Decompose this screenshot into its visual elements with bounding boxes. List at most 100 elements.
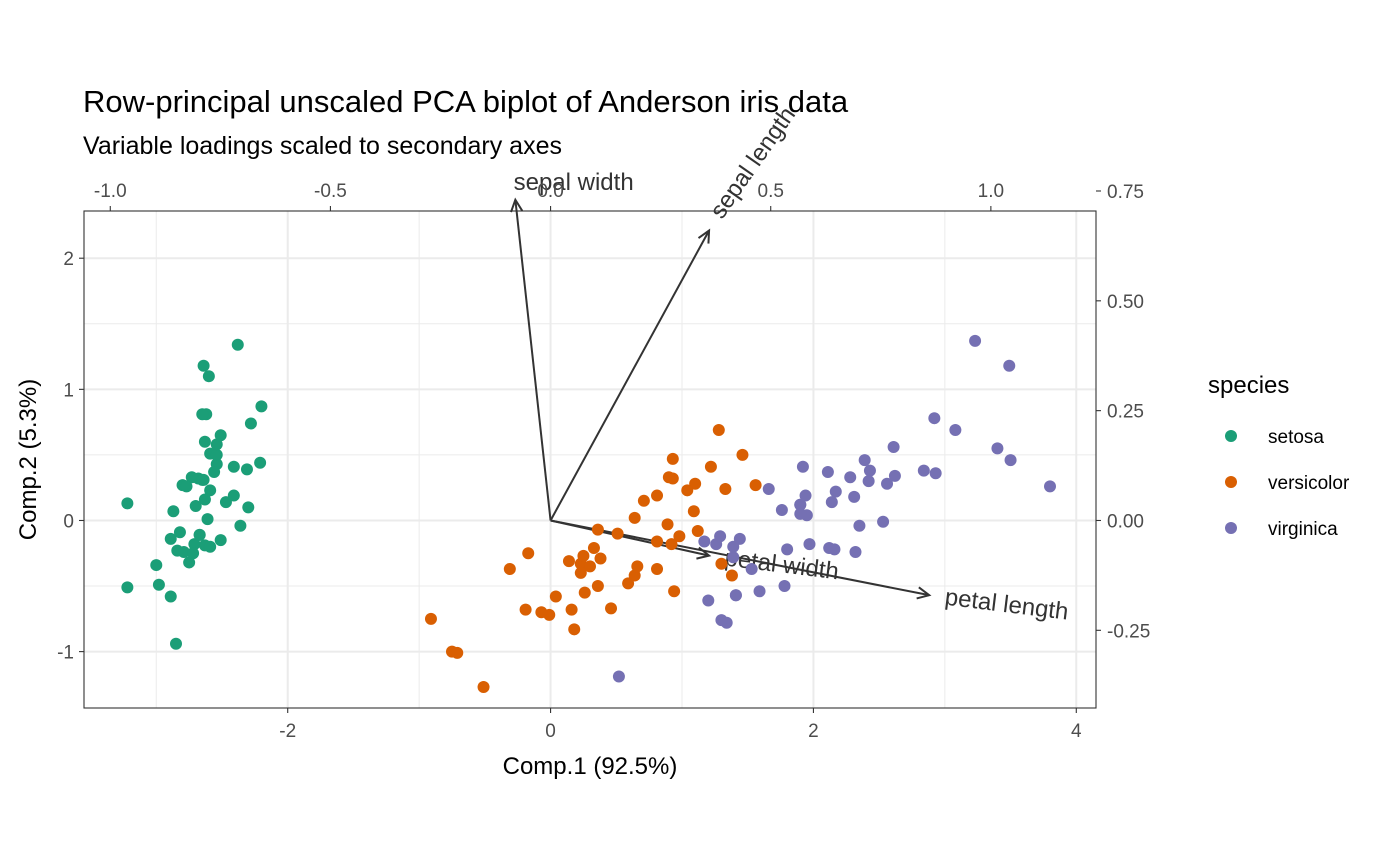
data-point	[666, 452, 679, 465]
data-point	[828, 543, 841, 556]
top-tick-label: 0.5	[758, 181, 784, 202]
data-point	[193, 528, 206, 541]
data-point	[803, 538, 816, 551]
data-point	[775, 503, 788, 516]
data-point	[255, 400, 268, 413]
data-point	[198, 493, 211, 506]
data-point	[121, 581, 134, 594]
legend-key-setosa	[1225, 430, 1237, 442]
data-point	[651, 535, 664, 548]
data-point	[242, 501, 255, 514]
data-point	[574, 566, 587, 579]
y-tick-label: -1	[57, 643, 74, 664]
data-point	[736, 448, 749, 461]
data-point	[204, 484, 217, 497]
data-point	[424, 612, 437, 625]
data-point	[150, 559, 163, 572]
data-point	[651, 562, 664, 575]
data-point	[887, 441, 900, 454]
data-point	[227, 460, 240, 473]
data-point	[204, 540, 217, 553]
data-point	[794, 507, 807, 520]
data-point	[187, 547, 200, 560]
legend-label-setosa: setosa	[1268, 427, 1324, 448]
data-point	[991, 442, 1004, 455]
data-point	[535, 606, 548, 619]
top-tick-label: 0.0	[537, 181, 563, 202]
data-point	[121, 497, 134, 510]
data-point	[673, 530, 686, 543]
data-point	[622, 577, 635, 590]
data-point	[858, 454, 871, 467]
legend-label-versicolor: versicolor	[1268, 473, 1350, 494]
data-point	[164, 532, 177, 545]
top-tick-label: -1.0	[94, 181, 127, 202]
data-point	[714, 530, 727, 543]
data-point	[762, 483, 775, 496]
data-point	[821, 465, 834, 478]
data-point	[594, 552, 607, 565]
loading-label: petal length	[943, 584, 1069, 626]
data-point	[628, 569, 641, 582]
data-point	[781, 543, 794, 556]
data-point	[631, 560, 644, 573]
data-point	[628, 511, 641, 524]
chart-title: Row-principal unscaled PCA biplot of And…	[83, 84, 849, 119]
loading-label: sepal width	[514, 169, 634, 196]
data-point	[197, 473, 210, 486]
data-point	[183, 556, 196, 569]
data-point	[749, 479, 762, 492]
data-point	[689, 477, 702, 490]
data-point	[799, 489, 812, 502]
data-point	[591, 523, 604, 536]
data-point	[451, 646, 464, 659]
data-point	[745, 562, 758, 575]
data-point	[210, 448, 223, 461]
data-point	[661, 518, 674, 531]
panel-border	[83, 210, 1097, 709]
right-tick-label: 0.25	[1107, 402, 1144, 423]
legend-title: species	[1208, 372, 1289, 399]
data-point	[848, 490, 861, 503]
data-point	[753, 585, 766, 598]
data-point	[180, 480, 193, 493]
data-point	[1003, 359, 1016, 372]
data-point	[687, 505, 700, 518]
grid-lines	[84, 211, 1096, 708]
axes: -2 0 2 4 -1 0 1 2 -1.0 -0.5 0.0 0.5 1.0 0.75 0.50 0.25 0…	[57, 181, 1150, 742]
top-tick-label: -0.5	[314, 181, 347, 202]
data-point	[681, 484, 694, 497]
data-point	[568, 623, 581, 636]
data-point	[715, 614, 728, 627]
data-point	[612, 670, 625, 683]
loading-arrowhead	[696, 546, 712, 560]
data-point	[591, 580, 604, 593]
data-point	[725, 569, 738, 582]
data-point	[254, 456, 267, 469]
data-point	[702, 594, 715, 607]
y-tick-label: 2	[63, 249, 74, 270]
data-point	[853, 519, 866, 532]
data-point	[234, 519, 247, 532]
data-point	[825, 496, 838, 509]
data-point	[712, 423, 725, 436]
loading-arrowhead	[916, 586, 932, 600]
x-tick-label: 0	[545, 721, 556, 742]
data-point	[969, 334, 982, 347]
data-point	[829, 485, 842, 498]
data-point	[202, 370, 215, 383]
data-point	[729, 589, 742, 602]
data-point	[164, 590, 177, 603]
data-point	[1044, 480, 1056, 493]
data-point	[727, 551, 740, 564]
data-point	[152, 578, 165, 591]
series-setosa	[121, 338, 268, 650]
data-point	[727, 540, 740, 553]
data-point	[214, 429, 227, 442]
data-point	[651, 489, 664, 502]
right-tick-label: 0.00	[1107, 511, 1144, 532]
x-tick-label: 2	[808, 721, 819, 742]
data-point	[611, 527, 624, 540]
loading-arrowhead	[697, 228, 711, 244]
